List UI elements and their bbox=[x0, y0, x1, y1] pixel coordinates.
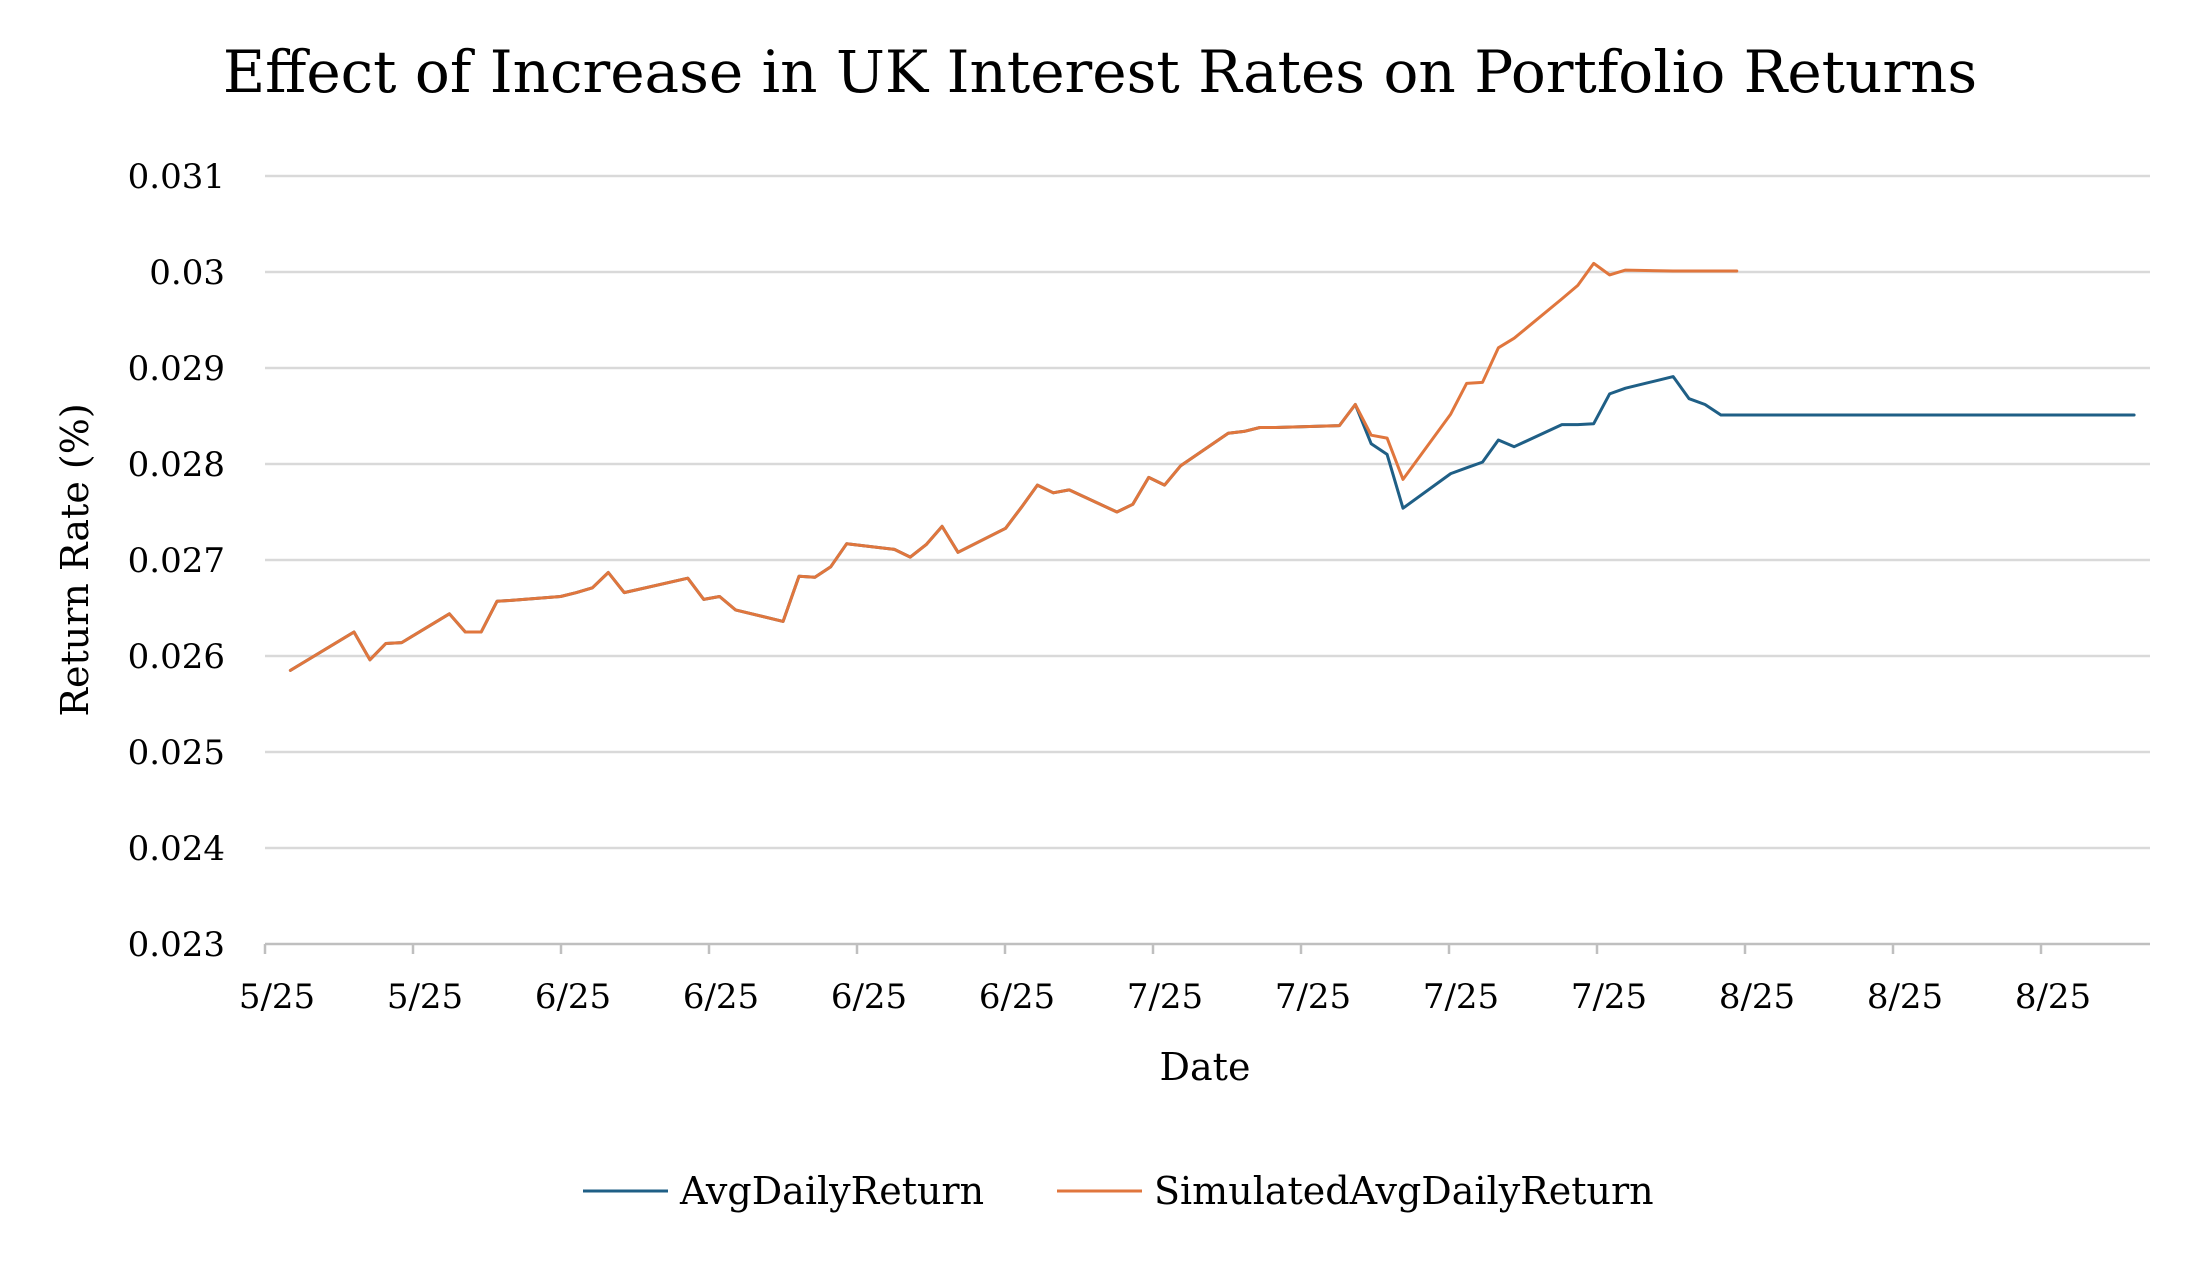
x-tick-label: 8/25 bbox=[2015, 977, 2091, 1017]
x-tick-label: 7/25 bbox=[1423, 977, 1499, 1017]
x-tick-label: 6/25 bbox=[683, 977, 759, 1017]
chart-title: Effect of Increase in UK Interest Rates … bbox=[223, 38, 1977, 106]
x-tick-label: 7/25 bbox=[1127, 977, 1203, 1017]
series-line-SimulatedAvgDailyReturn bbox=[288, 261, 1739, 672]
series-layer bbox=[288, 261, 2136, 672]
y-tick-label: 0.025 bbox=[128, 733, 225, 773]
legend-label-SimulatedAvgDailyReturn: SimulatedAvgDailyReturn bbox=[1154, 1169, 1654, 1213]
x-tick-label: 6/25 bbox=[979, 977, 1055, 1017]
y-axis-label: Return Rate (%) bbox=[53, 403, 97, 716]
y-tick-label: 0.031 bbox=[128, 157, 225, 197]
series-line-AvgDailyReturn bbox=[288, 375, 2136, 672]
y-tick-label: 0.023 bbox=[128, 925, 225, 965]
y-tick-label: 0.026 bbox=[128, 637, 225, 677]
y-tick-label: 0.03 bbox=[149, 253, 225, 293]
y-tick-label: 0.024 bbox=[128, 829, 225, 869]
y-tick-label: 0.028 bbox=[128, 445, 225, 485]
legend: AvgDailyReturn SimulatedAvgDailyReturn bbox=[583, 1169, 1654, 1213]
x-tick-label: 7/25 bbox=[1275, 977, 1351, 1017]
x-tick-label: 5/25 bbox=[239, 977, 315, 1017]
grid-layer bbox=[265, 174, 2150, 850]
x-tick-label: 8/25 bbox=[1867, 977, 1943, 1017]
axis-layer: 0.023 0.024 0.025 0.026 0.027 0.028 0.029 0.03 0… bbox=[128, 157, 2150, 1017]
y-tick-label: 0.029 bbox=[128, 349, 225, 389]
x-tick-label: 6/25 bbox=[831, 977, 907, 1017]
x-tick-label: 6/25 bbox=[535, 977, 611, 1017]
y-tick-label: 0.027 bbox=[128, 541, 225, 581]
x-axis-label: Date bbox=[1160, 1045, 1251, 1089]
x-tick-label: 7/25 bbox=[1571, 977, 1647, 1017]
x-tick-label: 8/25 bbox=[1719, 977, 1795, 1017]
legend-label-AvgDailyReturn: AvgDailyReturn bbox=[679, 1169, 984, 1213]
x-tick-label: 5/25 bbox=[387, 977, 463, 1017]
